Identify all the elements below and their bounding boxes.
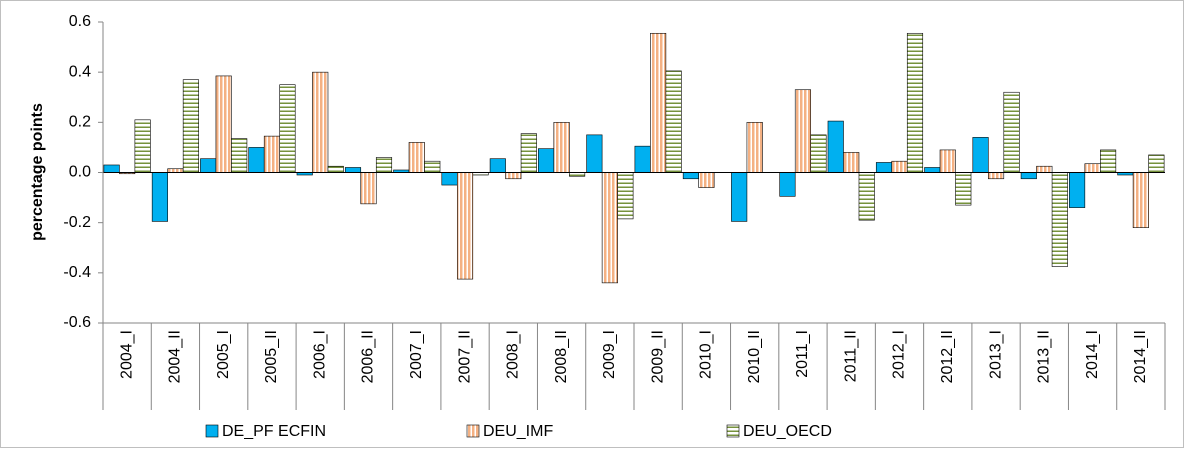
bar [312, 71, 329, 173]
y-tick-label: -0.2 [63, 214, 91, 231]
x-tick-label: 2007_II [456, 330, 473, 383]
legend-swatch [726, 424, 740, 438]
legend-label: DEU_IMF [483, 423, 553, 440]
bar [263, 135, 281, 173]
bar [248, 147, 265, 173]
bar [1132, 172, 1149, 228]
bar [103, 164, 120, 173]
x-tick-label: 2004_I [118, 330, 135, 379]
bar [1084, 163, 1101, 173]
bar [843, 152, 860, 173]
bar [1051, 172, 1068, 267]
bar [327, 165, 344, 173]
x-tick-label: 2011_I [794, 330, 811, 378]
x-tick-label: 2014_I [1084, 330, 1101, 379]
bar [456, 172, 474, 280]
bar [441, 172, 458, 186]
bar [875, 162, 893, 173]
bar [215, 75, 232, 173]
bar [1036, 165, 1053, 173]
legend-label: DE_PF ECFIN [222, 423, 326, 440]
bar [665, 70, 682, 173]
x-tick-label: 2011_II [842, 330, 859, 382]
bar [200, 158, 217, 173]
x-tick-label: 2006_I [311, 330, 328, 379]
bar [924, 167, 941, 173]
bar [972, 137, 989, 173]
bar [424, 160, 441, 173]
x-tick-label: 2005_I [215, 330, 232, 379]
legend-swatch [466, 424, 480, 438]
bar [858, 172, 875, 221]
bar [1100, 149, 1117, 173]
x-tick-label: 2006_II [360, 330, 377, 383]
bar [794, 89, 812, 173]
bar [231, 138, 248, 173]
bar [617, 172, 634, 220]
bar [1003, 91, 1020, 173]
bar [134, 119, 151, 173]
bar [1069, 172, 1086, 208]
x-tick-label: 2009_I [601, 330, 618, 379]
x-tick-label: 2004_II [167, 330, 184, 383]
x-tick-label: 2008_I [505, 330, 522, 379]
x-tick-label: 2009_II [649, 330, 666, 383]
x-tick-label: 2014_II [1132, 330, 1149, 383]
y-axis-label: percentage points [29, 103, 46, 241]
legend-label: DEU_OECD [743, 423, 832, 440]
bar [939, 149, 956, 173]
y-tick-label: 0.4 [69, 63, 91, 80]
bar [375, 157, 393, 173]
bar [1148, 154, 1165, 173]
bar [779, 172, 796, 197]
bar [955, 172, 972, 206]
bar [569, 172, 586, 177]
bar [408, 142, 425, 173]
bar [360, 172, 377, 205]
y-tick-label: -0.6 [63, 314, 91, 331]
legend-swatch [205, 424, 219, 438]
x-tick-label: 2010_II [746, 330, 763, 383]
x-tick-label: 2008_II [553, 330, 570, 383]
bar [553, 122, 570, 173]
bar [810, 134, 827, 173]
bar [538, 148, 555, 173]
bar [1020, 172, 1037, 180]
bar [167, 168, 184, 173]
bar [520, 133, 537, 173]
bar [489, 158, 506, 173]
x-tick-label: 2013_II [1036, 330, 1053, 383]
x-tick-label: 2010_I [698, 330, 715, 379]
y-tick-label: -0.4 [63, 264, 91, 281]
x-tick-label: 2012_II [939, 330, 956, 383]
y-tick-label: 0.6 [69, 13, 91, 30]
y-tick-label: 0.2 [69, 114, 91, 131]
bar [891, 160, 908, 173]
bar [151, 172, 168, 222]
x-tick-label: 2005_II [263, 330, 280, 383]
bar [827, 120, 844, 173]
x-tick-label: 2007_I [408, 330, 425, 379]
bar [987, 172, 1005, 180]
bar [731, 172, 748, 222]
bar [279, 84, 296, 173]
bar [601, 172, 618, 284]
bar [698, 172, 715, 188]
bar [682, 172, 699, 180]
bar [650, 32, 667, 173]
bar [182, 79, 199, 173]
bar [634, 145, 651, 173]
y-tick-label: 0.0 [69, 164, 91, 181]
bar [344, 167, 362, 173]
bar [505, 172, 522, 180]
bar [906, 32, 924, 173]
x-tick-label: 2013_I [987, 330, 1004, 379]
bar [746, 122, 763, 173]
bar [586, 134, 603, 173]
x-tick-label: 2012_I [891, 330, 908, 379]
